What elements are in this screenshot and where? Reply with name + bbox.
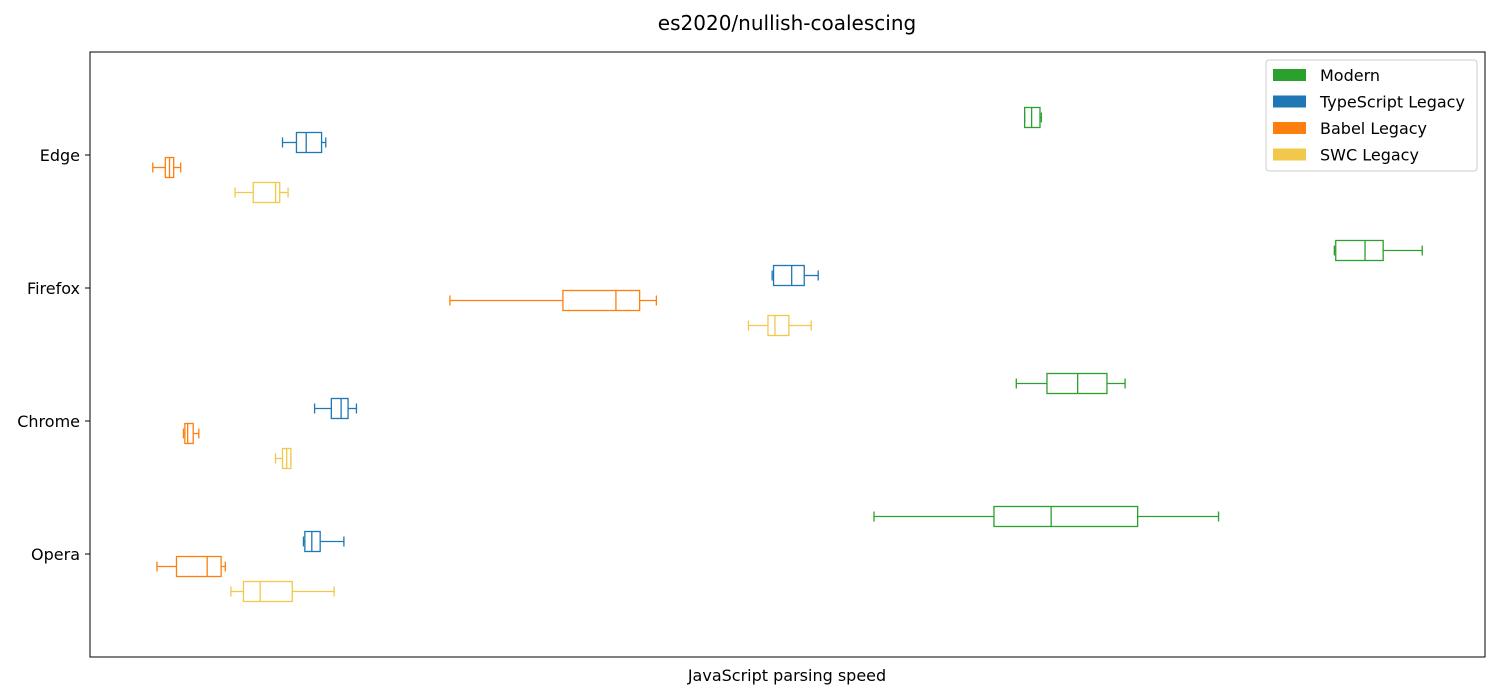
box-swc-legacy-firefox <box>747 314 812 337</box>
iqr-box <box>184 422 194 445</box>
iqr-box <box>304 530 321 553</box>
iqr-box <box>252 181 281 204</box>
legend-swatch-typescript-legacy <box>1273 95 1306 108</box>
series-typescript-legacy <box>281 131 819 553</box>
box-typescript-legacy-firefox <box>771 264 819 287</box>
box-modern-edge <box>1024 106 1043 129</box>
box-typescript-legacy-edge <box>281 131 327 154</box>
y-tick-label-opera: Opera <box>31 545 80 564</box>
box-babel-legacy-firefox <box>449 289 658 312</box>
iqr-box <box>767 314 790 337</box>
legend: Modern TypeScript Legacy Babel Legacy SWC L… <box>1265 59 1478 172</box>
series-babel-legacy <box>152 156 658 578</box>
box-swc-legacy-edge <box>234 181 289 204</box>
legend-swatch-swc-legacy <box>1273 148 1306 161</box>
legend-frame <box>1265 59 1478 172</box>
y-tick-label-edge: Edge <box>40 146 80 165</box>
iqr-box <box>175 555 222 578</box>
legend-label-modern: Modern <box>1320 66 1380 85</box>
box-babel-legacy-edge <box>152 156 182 179</box>
box-plot-series <box>152 106 1423 603</box>
iqr-box <box>1335 239 1384 262</box>
iqr-box <box>330 397 349 420</box>
series-swc-legacy <box>230 181 812 603</box>
legend-label-typescript-legacy: TypeScript Legacy <box>1319 93 1465 112</box>
box-swc-legacy-chrome <box>274 447 292 470</box>
legend-label-babel-legacy: Babel Legacy <box>1320 119 1427 138</box>
plot-frame <box>89 51 1486 658</box>
y-tick-label-firefox: Firefox <box>27 279 80 298</box>
legend-swatch-modern <box>1273 69 1306 81</box>
iqr-box <box>1046 372 1108 395</box>
legend-swatch-babel-legacy <box>1273 122 1306 134</box>
iqr-box <box>242 580 293 603</box>
box-swc-legacy-opera <box>230 580 335 603</box>
iqr-box <box>772 264 805 287</box>
box-modern-opera <box>873 505 1220 528</box>
box-babel-legacy-opera <box>156 555 226 578</box>
iqr-box <box>1024 106 1041 129</box>
series-modern <box>873 106 1423 528</box>
y-tick-label-chrome: Chrome <box>17 412 80 431</box>
box-modern-firefox <box>1333 239 1423 262</box>
iqr-box <box>295 131 323 154</box>
iqr-box <box>562 289 641 312</box>
legend-label-swc-legacy: SWC Legacy <box>1320 146 1419 165</box>
y-axis: Edge Firefox Chrome Opera <box>17 146 90 564</box>
box-typescript-legacy-opera <box>302 530 345 553</box>
box-modern-chrome <box>1015 372 1126 395</box>
chart-title: es2020/nullish-coalescing <box>658 11 916 35</box>
box-babel-legacy-chrome <box>182 422 200 445</box>
box-typescript-legacy-chrome <box>313 397 358 420</box>
iqr-box <box>993 505 1139 528</box>
x-axis-label: JavaScript parsing speed <box>687 666 886 685</box>
